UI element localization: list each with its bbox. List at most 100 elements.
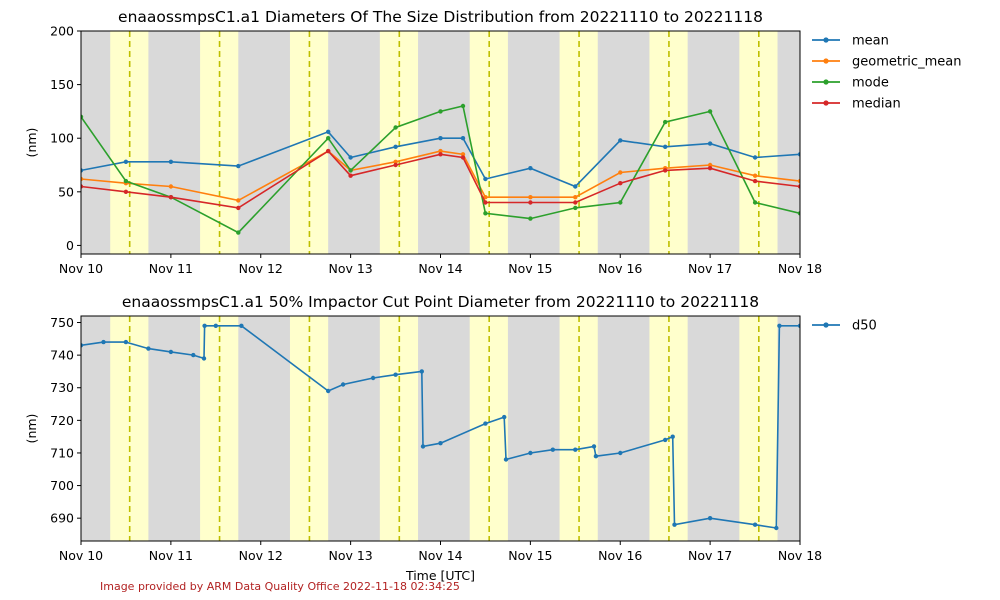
x-tick-label: Nov 12 [239, 548, 283, 563]
chart-panel-1: Nov 10 Nov 11 Nov 12 Nov 13 Nov 14 Nov 15 Nov … [24, 8, 961, 276]
series-point-mode [438, 109, 443, 114]
y-tick-label: 200 [50, 24, 74, 39]
series-point-median [797, 184, 800, 189]
series-point-geometric_mean [393, 159, 398, 164]
series-point-geometric_mean [573, 195, 578, 200]
series-point-d50 [550, 447, 555, 452]
series-point-d50 [213, 323, 218, 328]
series-point-median [528, 200, 533, 205]
series-point-median [483, 200, 488, 205]
series-point-median [168, 195, 174, 200]
x-tick-label: Nov 13 [328, 261, 372, 276]
x-tick-label: Nov 10 [59, 548, 103, 563]
series-point-median [438, 152, 443, 157]
series-point-d50 [670, 434, 675, 439]
legend-marker-mode [823, 79, 829, 85]
series-point-d50 [528, 450, 533, 456]
x-tick-label: Nov 17 [688, 548, 732, 563]
series-point-d50 [707, 516, 713, 521]
series-point-d50 [663, 437, 668, 443]
x-tick-label: Nov 14 [418, 261, 462, 276]
series-point-d50 [502, 414, 507, 420]
y-tick-label: 750 [50, 315, 74, 330]
series-point-geometric_mean [168, 184, 174, 189]
series-point-geometric_mean [483, 195, 488, 200]
series-point-geometric_mean [528, 195, 533, 200]
legend-label-d50: d50 [852, 319, 877, 334]
series-point-mode [528, 216, 533, 221]
series-point-mean [393, 144, 398, 149]
y-tick-label: 100 [50, 131, 74, 146]
x-tick-label: Nov 15 [508, 548, 552, 563]
series-point-mode [752, 200, 758, 205]
series-point-mean [663, 144, 668, 149]
series-point-d50 [593, 454, 599, 459]
series-point-mean [438, 136, 443, 141]
legend-marker-geometric_mean [823, 58, 829, 64]
x-tick-label: Nov 14 [418, 548, 462, 563]
series-point-median [123, 189, 129, 194]
y-tick-label: 50 [58, 184, 74, 199]
series-point-d50 [573, 447, 578, 452]
series-point-geometric_mean [707, 162, 713, 168]
series-point-d50 [239, 323, 244, 328]
series-point-d50 [202, 323, 207, 328]
series-point-d50 [777, 323, 782, 328]
series-point-median [663, 168, 668, 173]
series-point-mean [348, 155, 353, 160]
x-tick-label: Nov 12 [239, 261, 283, 276]
series-point-mode [663, 119, 668, 125]
series-point-mean [326, 129, 331, 134]
series-point-mean [573, 184, 578, 189]
series-point-d50 [370, 375, 376, 381]
series-point-geometric_mean [81, 176, 84, 182]
series-point-mean [123, 159, 129, 164]
series-point-median [326, 148, 331, 154]
series-point-mean [460, 136, 466, 141]
series-point-d50 [752, 522, 758, 527]
series-point-d50 [618, 450, 623, 456]
x-tick-label: Nov 10 [59, 261, 103, 276]
series-point-mode [326, 136, 331, 141]
series-line-d50 [81, 324, 800, 529]
series-point-mean [618, 138, 623, 143]
legend-marker-d50 [823, 322, 829, 328]
series-point-d50 [201, 356, 207, 361]
series-point-d50 [503, 457, 509, 462]
series-point-median [236, 205, 241, 211]
series-group [81, 323, 800, 531]
y-tick-label: 740 [50, 348, 74, 363]
legend-label-mean: mean [852, 34, 889, 49]
series-point-mean [168, 159, 174, 164]
series-point-mode [483, 211, 488, 216]
x-tick-label: Nov 16 [598, 261, 642, 276]
legend-marker-mean [823, 37, 829, 43]
series-point-median [348, 173, 353, 178]
series-point-mean [81, 168, 84, 173]
series-point-mean [797, 152, 800, 157]
series-point-mode [797, 211, 800, 216]
series-point-mode [81, 114, 84, 119]
series-point-d50 [797, 323, 800, 328]
x-tick-label: Nov 18 [778, 548, 822, 563]
series-point-d50 [483, 421, 488, 426]
x-tick-label: Nov 15 [508, 261, 552, 276]
y-tick-label: 730 [50, 380, 74, 395]
y-tick-label: 690 [50, 511, 74, 526]
series-point-d50 [123, 339, 129, 345]
y-axis-label: (nm) [24, 128, 39, 158]
y-tick-label: 150 [50, 77, 74, 92]
series-point-d50 [591, 444, 597, 449]
series-point-d50 [774, 525, 779, 531]
x-axis-label: Time [UTC] [405, 568, 475, 583]
legend-label-geometric_mean: geometric_mean [852, 55, 961, 70]
series-point-median [752, 178, 758, 184]
x-tick-label: Nov 11 [149, 548, 193, 563]
series-point-d50 [340, 382, 346, 387]
series-point-geometric_mean [618, 170, 623, 175]
series-point-median [573, 200, 578, 205]
series-point-median [460, 155, 466, 160]
chart-panel-2: Nov 10 Nov 11 Nov 12 Nov 13 Nov 14 Nov 15 Nov … [24, 293, 877, 583]
